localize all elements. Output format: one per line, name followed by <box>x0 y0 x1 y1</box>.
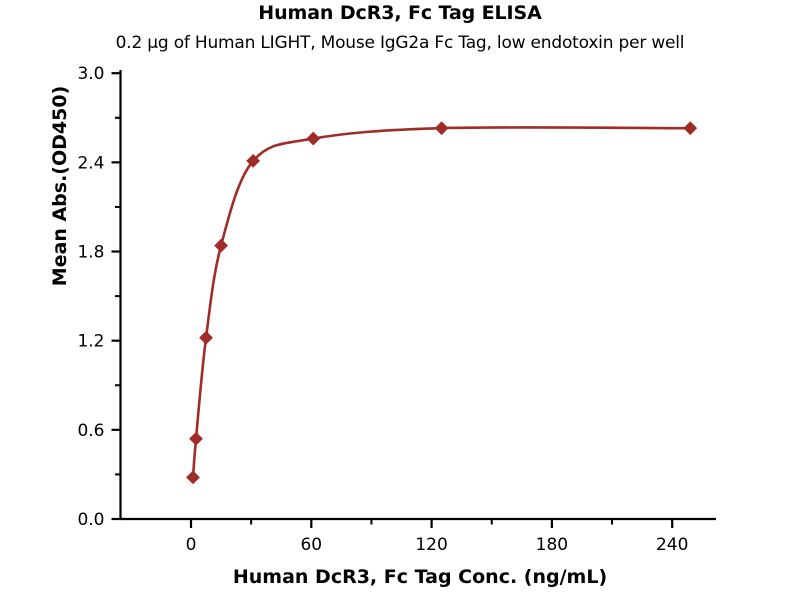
y-axis-tick-label: 3.0 <box>77 64 104 84</box>
series-line <box>191 126 692 479</box>
x-axis-tick-label: 0 <box>186 535 197 555</box>
x-axis-tick-label: 240 <box>656 535 688 555</box>
data-point-marker <box>199 330 213 345</box>
data-point-marker <box>683 121 698 136</box>
data-point-marker <box>246 153 261 168</box>
data-series <box>186 121 698 485</box>
data-point-marker <box>189 431 203 446</box>
x-axis-label: Human DcR3, Fc Tag Conc. (ng/mL) <box>232 566 608 588</box>
data-point-marker <box>306 131 321 146</box>
axes: 0.0 0.6 1.2 1.8 2.4 3.0 0 60 120 180 240 <box>77 64 716 555</box>
y-axis-tick-label: 2.4 <box>77 153 104 173</box>
y-axis-tick-label: 1.8 <box>77 243 104 263</box>
y-axis-tick-label: 0.6 <box>77 421 104 441</box>
data-point-marker <box>186 470 200 485</box>
x-axis-tick-label: 120 <box>415 535 447 555</box>
data-point-marker <box>434 121 449 136</box>
y-axis-label: Mean Abs.(OD450) <box>49 85 71 287</box>
x-axis-tick-label: 180 <box>536 535 568 555</box>
axis-spines <box>119 70 716 521</box>
chart-title: Human DcR3, Fc Tag ELISA <box>258 2 542 24</box>
data-point-marker <box>214 238 228 253</box>
y-axis-tick-label: 1.2 <box>77 332 104 352</box>
chart-subtitle: 0.2 μg of Human LIGHT, Mouse IgG2a Fc Ta… <box>115 33 685 53</box>
y-axis-tick-label: 0.0 <box>77 510 104 530</box>
x-axis-tick-label: 60 <box>300 535 322 555</box>
